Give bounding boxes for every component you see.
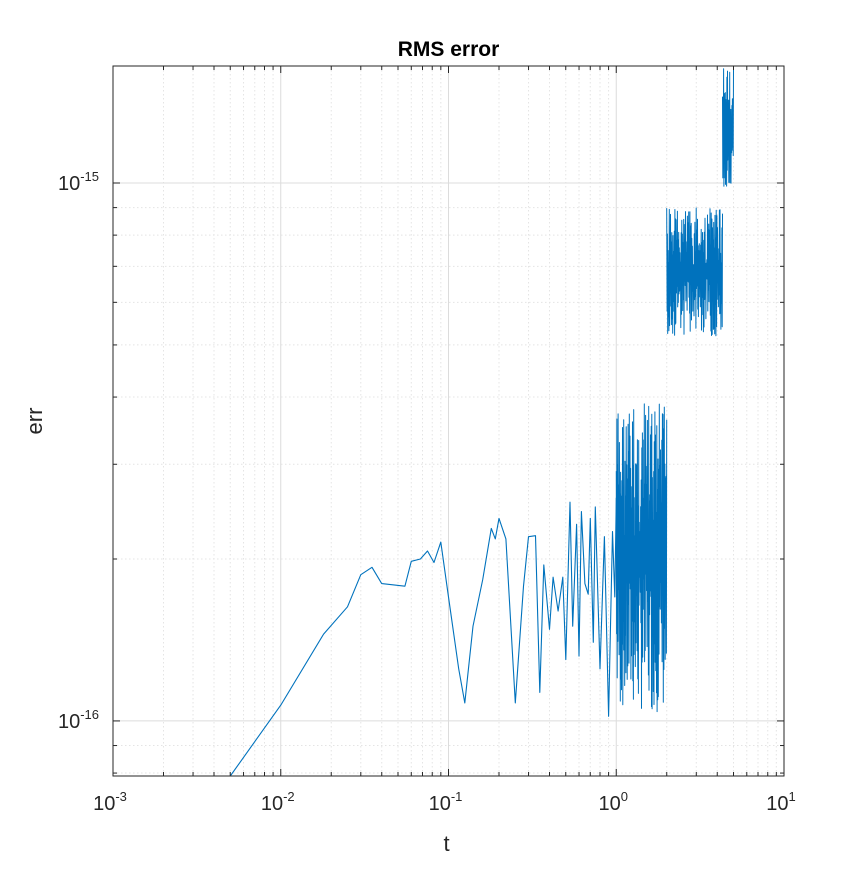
- y-tick-label: 10-15: [58, 169, 99, 195]
- series-line: [229, 497, 617, 776]
- x-axis-label: t: [443, 831, 449, 856]
- y-axis-label: err: [22, 408, 47, 435]
- x-tick-label: 10-2: [261, 789, 295, 815]
- x-tick-label: 10-3: [93, 789, 127, 815]
- noisy-segment: [615, 403, 668, 713]
- x-tick-label: 10-1: [429, 789, 463, 815]
- noisy-segment: [666, 207, 723, 337]
- grid: [112, 66, 784, 776]
- chart-title: RMS error: [398, 38, 500, 61]
- x-tick-label: 101: [766, 789, 795, 815]
- y-tick-labels: 10-16 10-15: [58, 169, 99, 733]
- y-tick-label: 10-16: [58, 707, 99, 733]
- x-tick-label: 100: [599, 789, 628, 815]
- data-layer: [229, 68, 734, 776]
- ticks: [112, 66, 784, 776]
- x-tick-labels: 10-3 10-2 10-1 100 101: [93, 789, 796, 815]
- noisy-segment: [722, 68, 734, 187]
